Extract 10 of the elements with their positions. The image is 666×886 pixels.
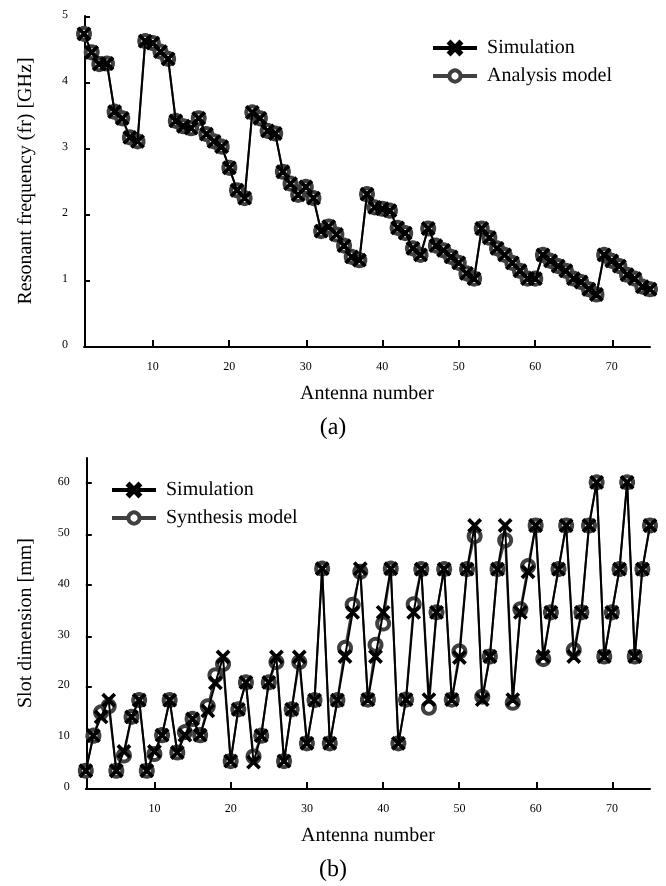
y-axis-title: Slot dimension [mm] — [15, 538, 37, 708]
text: (b) — [319, 854, 348, 882]
x-axis-title: Antenna number — [300, 382, 436, 405]
legend-label: Analysis model — [487, 65, 613, 87]
legend-label: Simulation — [166, 479, 254, 501]
legend-label: Simulation — [487, 37, 575, 59]
y-axis-title: Resonant frequency (fr) [GHz] — [15, 57, 37, 305]
x-axis-title: Antenna number — [300, 824, 437, 847]
text: (a) — [319, 412, 347, 440]
legend-label: Synthesis model — [166, 507, 299, 529]
